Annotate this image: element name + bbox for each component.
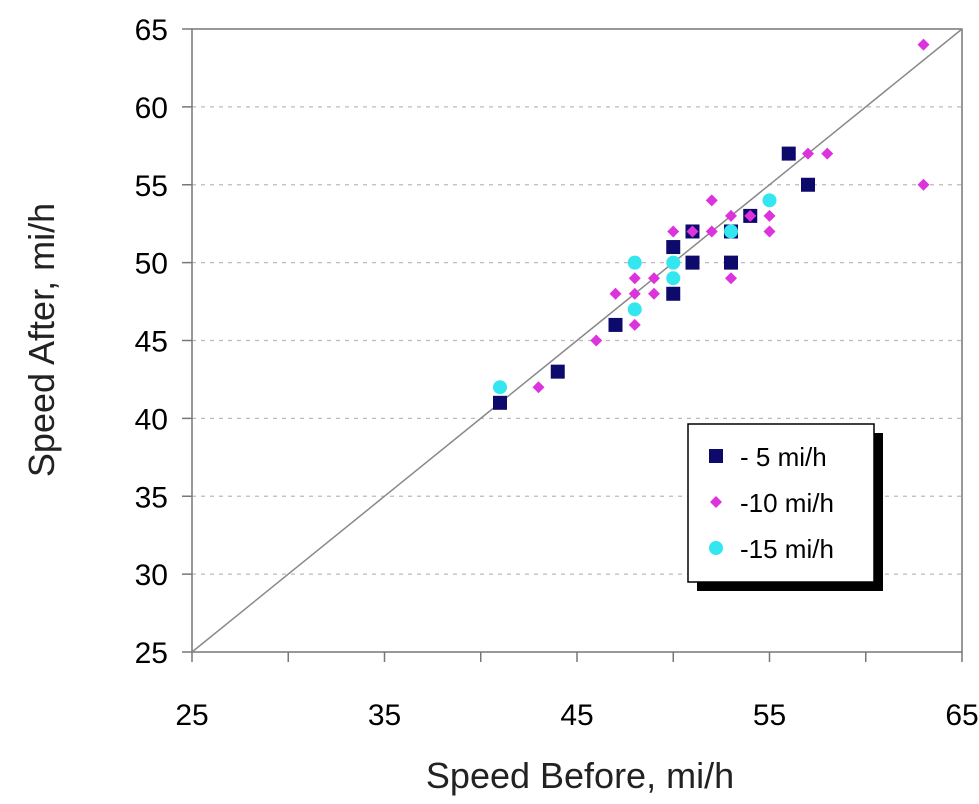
legend-label-2: -15 mi/h — [740, 534, 834, 564]
series-2-point-1 — [627, 302, 642, 317]
series-1-point-7 — [648, 272, 660, 285]
y-tick-label-40: 40 — [135, 403, 168, 436]
x-axis-title: Speed Before, mi/h — [426, 755, 734, 796]
series-1-point-0 — [532, 381, 545, 394]
series-0-point-7 — [724, 255, 738, 270]
legend-label-0: - 5 mi/h — [740, 442, 827, 472]
series-1-point-12 — [705, 225, 718, 238]
series-2-point-2 — [627, 255, 642, 270]
series-0-point-2 — [608, 317, 623, 332]
series-1-point-4 — [628, 287, 641, 300]
series-0-point-5 — [685, 255, 700, 270]
series-1-point-2 — [609, 287, 622, 300]
series-2-point-3 — [666, 271, 681, 286]
x-axis-ticks: 25 35 45 55 65 — [175, 652, 979, 732]
series-1-point-18 — [763, 209, 776, 222]
y-axis-title: Speed After, mi/h — [21, 203, 62, 477]
series-0-point-1 — [550, 364, 565, 379]
series-2-point-5 — [724, 224, 738, 239]
series-2-point-0 — [493, 380, 507, 395]
y-tick-label-55: 55 — [135, 170, 168, 203]
data-points — [493, 38, 930, 410]
series-1-point-19 — [802, 147, 814, 160]
legend-marker-2 — [709, 541, 723, 555]
legend-label-1: -10 mi/h — [740, 488, 834, 518]
series-2-point-6 — [762, 193, 777, 208]
series-1-point-22 — [917, 38, 930, 51]
series-0-point-4 — [666, 240, 681, 255]
x-tick-label-35: 35 — [368, 699, 401, 732]
reference-line-y-equals-x — [191, 28, 963, 653]
series-1-point-13 — [705, 194, 718, 207]
series-2-point-4 — [666, 255, 681, 270]
series-1-point-16 — [744, 209, 757, 222]
y-tick-label-65: 65 — [135, 14, 168, 47]
y-tick-label-45: 45 — [135, 326, 168, 359]
x-tick-label-65: 65 — [945, 699, 978, 732]
series-0-point-0 — [493, 395, 507, 410]
y-tick-label-30: 30 — [135, 559, 168, 592]
x-tick-label-25: 25 — [175, 699, 208, 732]
series-0-point-10 — [781, 146, 796, 161]
series-0-point-11 — [801, 177, 815, 192]
series-1-point-5 — [628, 272, 641, 285]
series-1-point-17 — [763, 225, 776, 238]
series-1-point-1 — [590, 334, 603, 347]
y-tick-label-60: 60 — [135, 92, 168, 125]
series-1-point-21 — [917, 178, 930, 191]
x-tick-label-55: 55 — [753, 699, 786, 732]
series-1-point-20 — [821, 147, 834, 160]
series-2 — [493, 193, 777, 395]
series-1-point-6 — [648, 287, 660, 300]
x-tick-label-45: 45 — [560, 699, 593, 732]
series-1-point-15 — [725, 209, 737, 222]
legend: - 5 mi/h -10 mi/h -15 mi/h — [687, 423, 883, 591]
y-tick-label-50: 50 — [135, 248, 168, 281]
series-1-point-14 — [725, 272, 737, 285]
series-1-point-10 — [667, 225, 680, 238]
y-tick-label-35: 35 — [135, 481, 168, 514]
series-0-point-3 — [666, 286, 681, 301]
legend-marker-1 — [710, 496, 722, 508]
series-1-point-3 — [628, 318, 641, 331]
y-axis-ticks: 25 30 35 40 45 50 55 60 65 — [135, 14, 192, 670]
y-tick-label-25: 25 — [135, 637, 168, 670]
series-1-point-11 — [686, 225, 699, 238]
legend-marker-0 — [709, 449, 723, 463]
